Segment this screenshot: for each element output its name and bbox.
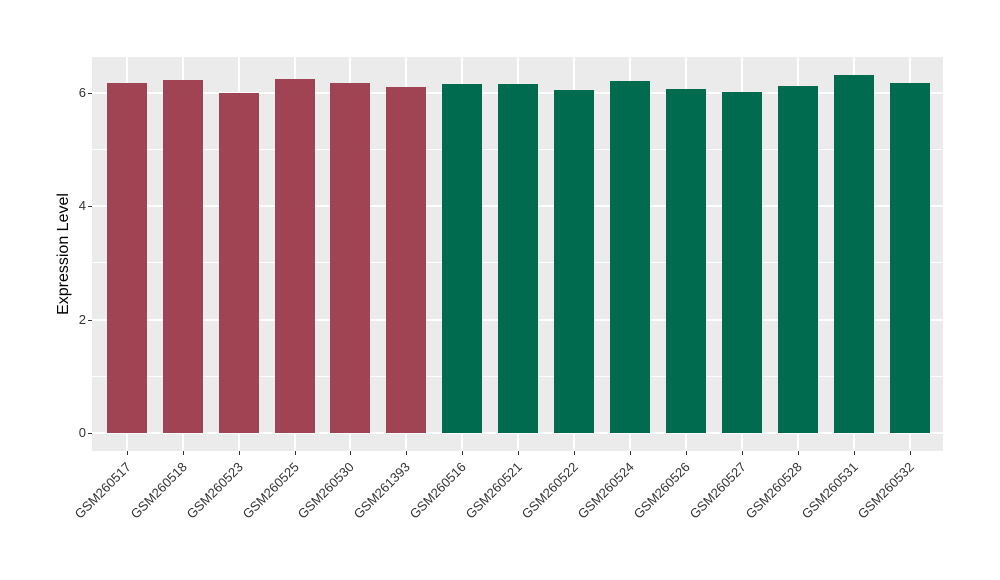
x-tick-mark — [574, 451, 576, 455]
x-tick-mark — [126, 451, 128, 455]
bar-GSM260522 — [554, 89, 595, 434]
x-tick-label: GSM260528 — [742, 459, 805, 522]
x-tick-mark — [350, 451, 352, 455]
x-tick-label: GSM260532 — [854, 459, 917, 522]
x-tick-mark — [686, 451, 688, 455]
x-tick-label: GSM260531 — [798, 459, 861, 522]
plot-panel — [92, 57, 943, 451]
x-tick-label: GSM260525 — [239, 459, 302, 522]
y-tick-mark — [88, 433, 92, 435]
x-tick-mark — [630, 451, 632, 455]
x-tick-label: GSM260518 — [127, 459, 190, 522]
x-tick-mark — [294, 451, 296, 455]
x-tick-mark — [462, 451, 464, 455]
bar-GSM261393 — [386, 87, 427, 434]
x-tick-label: GSM260524 — [574, 459, 638, 522]
x-tick-label: GSM260516 — [407, 459, 470, 522]
x-tick-mark — [518, 451, 520, 455]
x-tick-mark — [797, 451, 799, 455]
bar-GSM260530 — [330, 83, 371, 434]
x-tick-mark — [742, 451, 744, 455]
x-tick-label: GSM260521 — [462, 459, 526, 522]
bar-GSM260526 — [666, 89, 707, 434]
x-tick-mark — [182, 451, 184, 455]
bar-GSM260516 — [442, 84, 483, 434]
x-tick-label: GSM260527 — [686, 459, 749, 522]
bar-GSM260528 — [777, 86, 818, 434]
y-tick-label: 4 — [78, 198, 86, 214]
y-tick-mark — [88, 92, 92, 94]
y-tick-mark — [88, 206, 92, 208]
y-tick-label: 2 — [78, 311, 86, 327]
bar-GSM260525 — [274, 79, 315, 434]
bar-GSM260518 — [162, 80, 203, 434]
x-tick-mark — [406, 451, 408, 455]
x-tick-mark — [853, 451, 855, 455]
x-tick-mark — [238, 451, 240, 455]
bar-GSM260524 — [610, 80, 651, 434]
x-tick-label: GSM260517 — [71, 459, 134, 522]
bar-GSM260527 — [722, 91, 763, 434]
x-tick-label: GSM260522 — [518, 459, 582, 522]
x-tick-mark — [909, 451, 911, 455]
x-tick-label: GSM260530 — [295, 459, 358, 522]
y-tick-mark — [88, 319, 92, 321]
bar-GSM260523 — [218, 93, 259, 434]
bar-GSM260531 — [833, 74, 874, 434]
bar-GSM260517 — [106, 83, 147, 434]
x-tick-label: GSM260523 — [183, 459, 246, 522]
y-tick-label: 0 — [78, 425, 86, 441]
bar-GSM260532 — [889, 83, 930, 434]
bar-GSM260521 — [498, 83, 539, 434]
x-tick-label: GSM261393 — [351, 459, 414, 522]
y-tick-label: 6 — [78, 84, 86, 100]
x-tick-label: GSM260526 — [630, 459, 693, 522]
